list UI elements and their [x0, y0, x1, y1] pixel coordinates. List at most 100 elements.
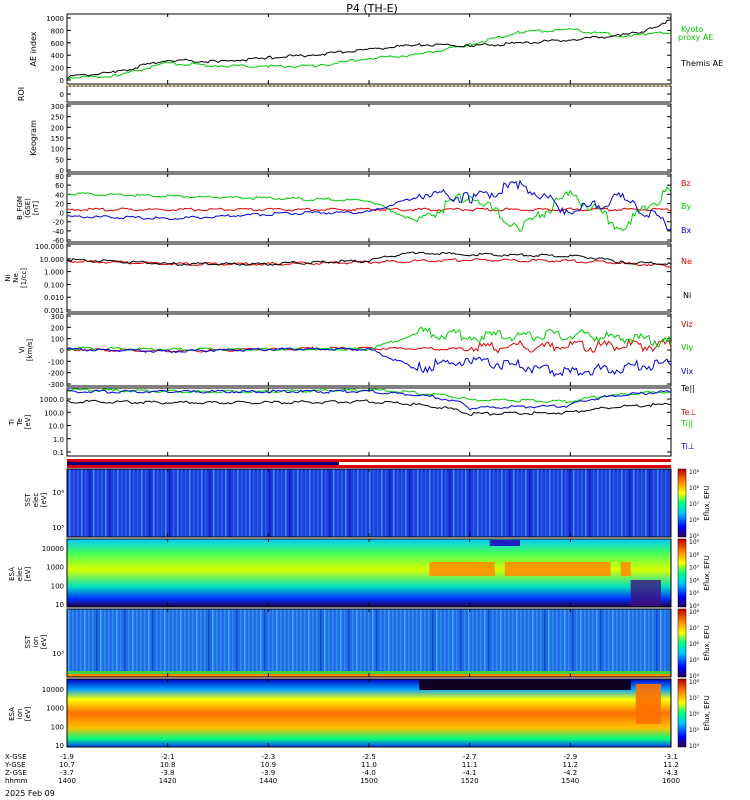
- colorbar-tick-label: 10⁸: [689, 552, 700, 559]
- sst-e-stripe: [453, 469, 455, 537]
- x-tick-label: 10.8: [160, 761, 176, 769]
- sst-i-stripe: [424, 609, 426, 671]
- series-line-bx: [66, 179, 672, 231]
- sst-e-stripe: [129, 469, 131, 537]
- sst-i-stripe: [220, 609, 222, 671]
- sst-i-stripe: [472, 609, 474, 671]
- ae-tick-label: 200: [51, 65, 64, 73]
- series-line-te: [66, 399, 672, 416]
- bfgm-tick-label: 60: [55, 182, 64, 190]
- sst-e-stripe: [245, 469, 247, 537]
- sst-e-stripe: [117, 469, 119, 537]
- esa-e-ylabel-1: ESA: [8, 567, 16, 581]
- sst-e-stripe: [161, 469, 163, 537]
- density-ylabel-1: Ni: [4, 274, 12, 281]
- sst-e-stripe: [113, 469, 115, 537]
- colorbar-tick-labels: 10⁹10⁸10⁷10⁶10⁵10⁹10⁸10⁷10⁶10⁵10⁴10⁸10⁷1…: [689, 469, 700, 750]
- roi-tick-labels: 0: [60, 91, 671, 99]
- sst-i-stripe: [144, 609, 146, 671]
- sst-e-ylabel-3: [eV]: [40, 492, 48, 507]
- temperature-tick-label: 100.0: [44, 409, 64, 417]
- sst-e-stripe: [205, 469, 207, 537]
- sst-e-stripe: [221, 469, 223, 537]
- sst-i-stripe: [96, 609, 98, 671]
- sst-e-stripe: [149, 469, 151, 537]
- colorbar-tick-label: 10⁵: [689, 657, 700, 664]
- x-tick-label: 1400: [58, 777, 76, 785]
- sst-e-stripe: [621, 469, 623, 537]
- colorbar-tick-label: 10⁷: [689, 695, 700, 702]
- sst-e-stripe: [501, 469, 503, 537]
- sst-e-stripe: [393, 469, 395, 537]
- sst-i-stripe: [584, 609, 586, 671]
- colorbar-tick-label: 10⁷: [689, 565, 700, 572]
- sst-e-stripe: [121, 469, 123, 537]
- sst-i-stripe: [344, 609, 346, 671]
- sst-i-stripe: [152, 609, 154, 671]
- sst-e-stripe: [441, 469, 443, 537]
- sst-e-stripe: [69, 469, 71, 537]
- sst-i-stripe: [380, 609, 382, 671]
- sst-e-stripe: [97, 469, 99, 537]
- sst-i-stripe: [368, 609, 370, 671]
- colorbar-tick-label: 10⁶: [689, 711, 700, 718]
- sst-e-stripe: [329, 469, 331, 537]
- sst-e-stripe: [461, 469, 463, 537]
- esa_e-tick-label: 10000: [42, 545, 64, 553]
- sst-e-stripe: [553, 469, 555, 537]
- sst-e-stripe: [609, 469, 611, 537]
- velocity-tick-label: -100: [48, 358, 64, 366]
- sst-i-stripe: [656, 609, 658, 671]
- legend-by: By: [681, 202, 691, 211]
- sst-i-stripe: [592, 609, 594, 671]
- sst-e-stripe: [213, 469, 215, 537]
- temperature-ylabel-3: [eV]: [24, 414, 32, 429]
- velocity-tick-label: -300: [48, 381, 64, 389]
- sst-e-stripe: [85, 469, 87, 537]
- sst-e-stripe: [193, 469, 195, 537]
- sst-e-stripe: [137, 469, 139, 537]
- sst-i-stripe: [484, 609, 486, 671]
- sst-e-stripe: [469, 469, 471, 537]
- sst-e-stripe: [225, 469, 227, 537]
- x-tick-label: -2.1: [161, 753, 175, 761]
- colorbar-tick-label: 10⁹: [689, 539, 700, 546]
- x-row-label: X-GSE: [5, 753, 27, 761]
- series-line-ti: [66, 389, 672, 411]
- sst-e-stripe: [349, 469, 351, 537]
- ae-tick-label: 1000: [46, 15, 64, 23]
- sst-i-stripe: [216, 609, 218, 671]
- panel-keogram-frame: [66, 103, 672, 173]
- sst-i-stripe: [588, 609, 590, 671]
- bfgm-tick-label: -20: [53, 219, 64, 227]
- sst-e-stripe: [525, 469, 527, 537]
- sst-i-green-band: [67, 671, 671, 674]
- sst-e-stripe: [665, 469, 667, 537]
- esa-i-background: [67, 679, 671, 747]
- sst-i-stripe: [248, 609, 250, 671]
- x-axis: X-GSE -1.9 -2.1 -2.3 -2.5 -2.7 -2.9 -3.1 Y-GSE 10…: [4, 14, 680, 785]
- sst-e-stripe: [481, 469, 483, 537]
- sst-e-stripe: [357, 469, 359, 537]
- legend-bx: Bx: [681, 226, 691, 235]
- sst-i-stripe: [444, 609, 446, 671]
- sst-e-stripe: [269, 469, 271, 537]
- colorbar-tick-label: 10⁴: [689, 743, 700, 750]
- sst-e-stripe: [229, 469, 231, 537]
- temperature-tick-label: 0.1: [53, 449, 64, 457]
- sst-i-stripe: [628, 609, 630, 671]
- sst-i-stripe: [324, 609, 326, 671]
- sst-e-stripe: [517, 469, 519, 537]
- bfgm-tick-label: 40: [55, 191, 64, 199]
- legend-vix: Vix: [681, 367, 694, 376]
- sst_i-tick-label: 10⁵: [52, 650, 64, 658]
- sst-e-stripe: [457, 469, 459, 537]
- sst-e-stripe: [629, 469, 631, 537]
- sst-i-stripe: [436, 609, 438, 671]
- x-tick-label: 10.7: [59, 761, 75, 769]
- sst-e-stripe: [449, 469, 451, 537]
- esa_i-tick-label: 10000: [42, 686, 64, 694]
- series-line-themisae: [66, 19, 672, 79]
- sst-i-stripe: [224, 609, 226, 671]
